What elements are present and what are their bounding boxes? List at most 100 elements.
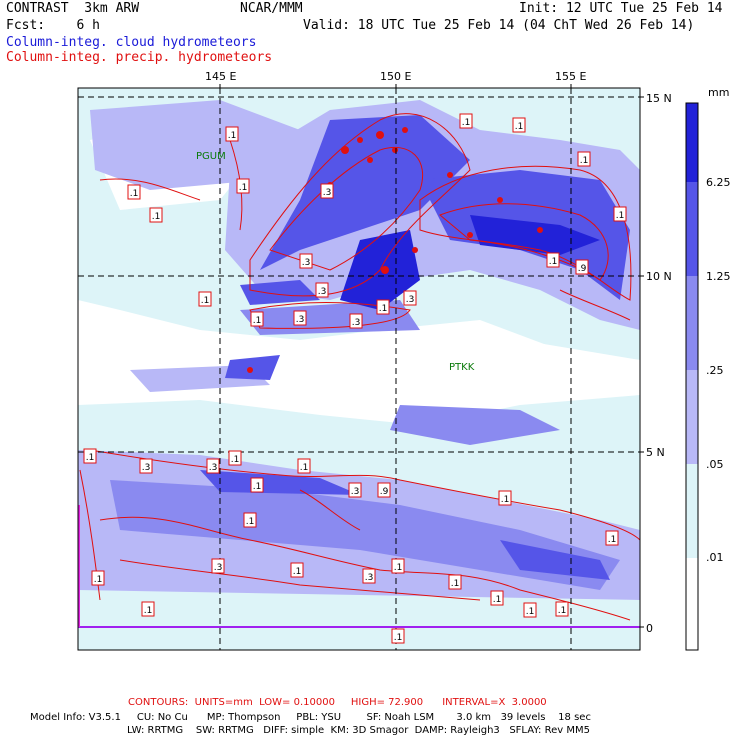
contour-label-text: .1 xyxy=(293,567,302,577)
axis-ticks xyxy=(219,84,644,628)
field1-label: Column-integ. cloud hydrometeors xyxy=(6,35,257,50)
contour-label: .1 xyxy=(523,602,537,618)
contour-label: .1 xyxy=(236,178,250,194)
colorbar xyxy=(685,102,699,651)
contour-label-text: .1 xyxy=(558,606,567,616)
contour-label: .1 xyxy=(250,477,264,493)
contour-label-boxes: .1 .1 .1 .1 .1 .1 .3 .3 .3 .3 .3 .1 .1 .1 .9 .3 .1 .1 .1 .3… xyxy=(83,113,627,644)
colorbar-level-0-05: .05 xyxy=(706,458,724,471)
cloud-hydrometeor-fill xyxy=(78,88,640,650)
model-title: CONTRAST 3km ARW xyxy=(6,1,140,16)
colorbar-level-0-25: .25 xyxy=(706,364,724,377)
contour-label-text: .3 xyxy=(352,318,361,328)
contour-label: .1 xyxy=(91,570,105,586)
contour-label-text: .3 xyxy=(365,573,374,583)
contour-label: .1 xyxy=(605,530,619,546)
contour-label: .3 xyxy=(206,458,220,474)
org-label: NCAR/MMM xyxy=(240,1,303,16)
forecast-hour: Fcst: 6 h xyxy=(6,18,100,33)
contour-label-text: .3 xyxy=(296,315,305,325)
contour-label-text: .1 xyxy=(300,463,309,473)
model-info-line1: Model Info: V3.5.1 CU: No Cu MP: Thompso… xyxy=(30,712,591,723)
contour-label-text: .1 xyxy=(462,118,471,128)
contour-label: .1 xyxy=(228,450,242,466)
contour-label: .1 xyxy=(290,562,304,578)
contour-label-text: .9 xyxy=(380,487,389,497)
contour-label: .1 xyxy=(225,126,239,142)
colorbar-level-6-25: 6.25 xyxy=(706,176,731,189)
contour-label-text: .1 xyxy=(394,563,403,573)
contour-label: .1 xyxy=(376,299,390,315)
model-info-line2: LW: RRTMG SW: RRTMG DIFF: simple KM: 3D … xyxy=(127,725,590,736)
contour-label: .3 xyxy=(299,253,313,269)
contour-label-text: .1 xyxy=(86,453,95,463)
contour-label: .3 xyxy=(211,558,225,574)
contour-label: .1 xyxy=(250,311,264,327)
contour-label-text: .3 xyxy=(209,463,218,473)
colorbar-unit: mm xyxy=(708,86,730,99)
contour-label: .9 xyxy=(377,482,391,498)
contour-label-text: .1 xyxy=(239,183,248,193)
colorbar-level-1-25: 1.25 xyxy=(706,270,731,283)
lat-label-10n: 10 N xyxy=(646,270,672,283)
contour-label: .3 xyxy=(315,282,329,298)
lat-lon-grid xyxy=(78,88,640,650)
contour-label-text: .1 xyxy=(549,257,558,267)
contour-label-text: .1 xyxy=(253,482,262,492)
contour-label-text: .1 xyxy=(144,606,153,616)
contour-label-text: .3 xyxy=(214,563,223,573)
contour-label-text: .1 xyxy=(228,131,237,141)
contour-label: .1 xyxy=(613,206,627,222)
contour-label-text: .1 xyxy=(616,211,625,221)
contour-label-text: .1 xyxy=(94,575,103,585)
colorbar-level-0-01: .01 xyxy=(706,551,724,564)
contour-label-text: .1 xyxy=(152,212,161,222)
contour-label: .1 xyxy=(448,574,462,590)
contour-label-text: .1 xyxy=(580,156,589,166)
contour-label: .9 xyxy=(575,259,589,275)
contours-info: CONTOURS: UNITS=mm LOW= 0.10000 HIGH= 72… xyxy=(128,697,547,708)
contour-label-text: .1 xyxy=(501,495,510,505)
valid-time: Valid: 18 UTC Tue 25 Feb 14 (04 ChT Wed … xyxy=(303,18,695,33)
contour-label-text: .3 xyxy=(302,258,311,268)
contour-label: .3 xyxy=(349,313,363,329)
contour-label: .1 xyxy=(391,558,405,574)
map-frame xyxy=(77,87,641,651)
contour-label-text: .3 xyxy=(142,463,151,473)
contour-label: .1 xyxy=(490,590,504,606)
contour-label: .1 xyxy=(391,628,405,644)
contour-label-text: .3 xyxy=(351,487,360,497)
contour-label: .1 xyxy=(243,512,257,528)
contour-label: .3 xyxy=(320,183,334,199)
lon-label-155: 155 E xyxy=(555,70,587,83)
contour-label: .1 xyxy=(127,184,141,200)
contour-label: .1 xyxy=(149,207,163,223)
contour-label: .3 xyxy=(403,290,417,306)
contour-label-text: .1 xyxy=(451,579,460,589)
init-time: Init: 12 UTC Tue 25 Feb 14 xyxy=(519,1,723,16)
contour-label-text: .1 xyxy=(394,633,403,643)
contour-label: .1 xyxy=(546,252,560,268)
lon-label-150: 150 E xyxy=(380,70,412,83)
station-pgum: PGUM xyxy=(196,151,226,162)
contour-label: .3 xyxy=(348,482,362,498)
contour-label: .1 xyxy=(577,151,591,167)
contour-label-text: .3 xyxy=(318,287,327,297)
precip-contours xyxy=(79,113,640,621)
contour-label-text: .9 xyxy=(578,264,587,274)
contour-label: .1 xyxy=(83,448,97,464)
contour-label-text: .3 xyxy=(323,188,332,198)
lat-label-15n: 15 N xyxy=(646,92,672,105)
lat-label-5n: 5 N xyxy=(646,446,665,459)
contour-label: .1 xyxy=(141,601,155,617)
contour-label: .1 xyxy=(512,117,526,133)
lon-label-145: 145 E xyxy=(205,70,237,83)
contour-label-text: .1 xyxy=(515,122,524,132)
contour-label: .1 xyxy=(555,601,569,617)
contour-label-text: .3 xyxy=(406,295,415,305)
lat-label-0: 0 xyxy=(646,622,653,635)
station-ptkk: PTKK xyxy=(449,362,475,373)
contour-label-text: .1 xyxy=(231,455,240,465)
contour-label-text: .1 xyxy=(379,304,388,314)
